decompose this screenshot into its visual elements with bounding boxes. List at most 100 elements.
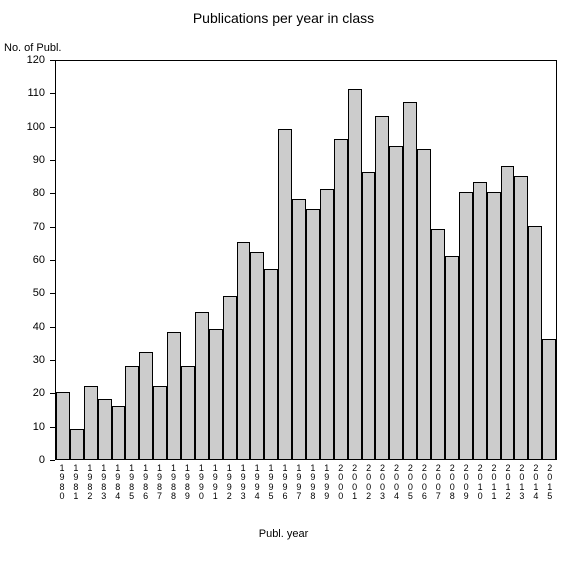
bar [445, 256, 459, 459]
bar [487, 192, 501, 459]
x-tick-label: 1985 [125, 464, 139, 502]
bar [348, 89, 362, 459]
bar [125, 366, 139, 459]
x-tick-label: 2004 [390, 464, 404, 502]
bar [375, 116, 389, 459]
x-tick-label: 2014 [529, 464, 543, 502]
y-tick-mark [50, 227, 55, 228]
x-tick-label: 1999 [320, 464, 334, 502]
y-tick-label: 30 [0, 354, 45, 366]
y-tick-mark [50, 127, 55, 128]
bar [84, 386, 98, 459]
y-tick-label: 70 [0, 221, 45, 233]
y-tick-label: 40 [0, 321, 45, 333]
x-tick-label: 1994 [250, 464, 264, 502]
bar [292, 199, 306, 459]
bar [514, 176, 528, 459]
bar [264, 269, 278, 459]
y-tick-label: 20 [0, 387, 45, 399]
x-tick-label: 1997 [292, 464, 306, 502]
bar [501, 166, 515, 459]
y-tick-mark [50, 93, 55, 94]
bar [56, 392, 70, 459]
x-tick-label: 2012 [501, 464, 515, 502]
bar [431, 229, 445, 459]
y-tick-label: 120 [0, 54, 45, 66]
chart-title: Publications per year in class [0, 10, 567, 26]
y-tick-mark [50, 327, 55, 328]
bar [417, 149, 431, 459]
bar [459, 192, 473, 459]
bar [181, 366, 195, 459]
bar [542, 339, 556, 459]
x-tick-labels: 1980198119821983198419851986198719881989… [55, 464, 557, 502]
plot-area [55, 60, 557, 460]
bar [98, 399, 112, 459]
x-tick-label: 1983 [97, 464, 111, 502]
y-tick-mark [50, 360, 55, 361]
y-tick-mark [50, 460, 55, 461]
y-tick-label: 60 [0, 254, 45, 266]
x-axis-label: Publ. year [0, 528, 567, 540]
x-tick-label: 2003 [376, 464, 390, 502]
bar [209, 329, 223, 459]
x-tick-label: 1993 [236, 464, 250, 502]
x-tick-label: 2008 [445, 464, 459, 502]
bar [403, 102, 417, 459]
bar [389, 146, 403, 459]
x-tick-label: 1996 [278, 464, 292, 502]
x-tick-label: 1987 [153, 464, 167, 502]
x-tick-label: 1991 [208, 464, 222, 502]
x-tick-label: 2013 [515, 464, 529, 502]
x-tick-label: 1995 [264, 464, 278, 502]
bar [473, 182, 487, 459]
x-tick-label: 1982 [83, 464, 97, 502]
x-tick-label: 1989 [180, 464, 194, 502]
y-tick-mark [50, 260, 55, 261]
x-tick-label: 2002 [362, 464, 376, 502]
y-tick-mark [50, 193, 55, 194]
y-tick-label: 10 [0, 421, 45, 433]
x-tick-label: 2010 [473, 464, 487, 502]
bar [112, 406, 126, 459]
x-tick-label: 1990 [194, 464, 208, 502]
y-tick-label: 0 [0, 454, 45, 466]
bar [237, 242, 251, 459]
y-tick-label: 100 [0, 121, 45, 133]
y-tick-label: 80 [0, 187, 45, 199]
chart-container: Publications per year in class No. of Pu… [0, 0, 567, 567]
x-tick-label: 1986 [139, 464, 153, 502]
bar [223, 296, 237, 459]
x-tick-label: 2001 [348, 464, 362, 502]
y-tick-label: 50 [0, 287, 45, 299]
bar [139, 352, 153, 459]
bar [278, 129, 292, 459]
y-tick-label: 90 [0, 154, 45, 166]
y-axis-label: No. of Publ. [4, 42, 61, 54]
bar [153, 386, 167, 459]
x-tick-label: 2009 [459, 464, 473, 502]
x-tick-label: 2000 [334, 464, 348, 502]
y-tick-mark [50, 60, 55, 61]
x-tick-label: 1984 [111, 464, 125, 502]
x-tick-label: 1998 [306, 464, 320, 502]
bar [195, 312, 209, 459]
bar [320, 189, 334, 459]
y-tick-mark [50, 427, 55, 428]
x-tick-label: 1992 [222, 464, 236, 502]
x-tick-label: 1981 [69, 464, 83, 502]
bar [334, 139, 348, 459]
x-tick-label: 2005 [403, 464, 417, 502]
y-tick-mark [50, 393, 55, 394]
bar [167, 332, 181, 459]
bar [528, 226, 542, 459]
x-tick-label: 2007 [431, 464, 445, 502]
x-tick-label: 1980 [55, 464, 69, 502]
bars-group [56, 61, 556, 459]
y-tick-mark [50, 293, 55, 294]
bar [306, 209, 320, 459]
bar [250, 252, 264, 459]
bar [70, 429, 84, 459]
x-tick-label: 1988 [167, 464, 181, 502]
bar [362, 172, 376, 459]
